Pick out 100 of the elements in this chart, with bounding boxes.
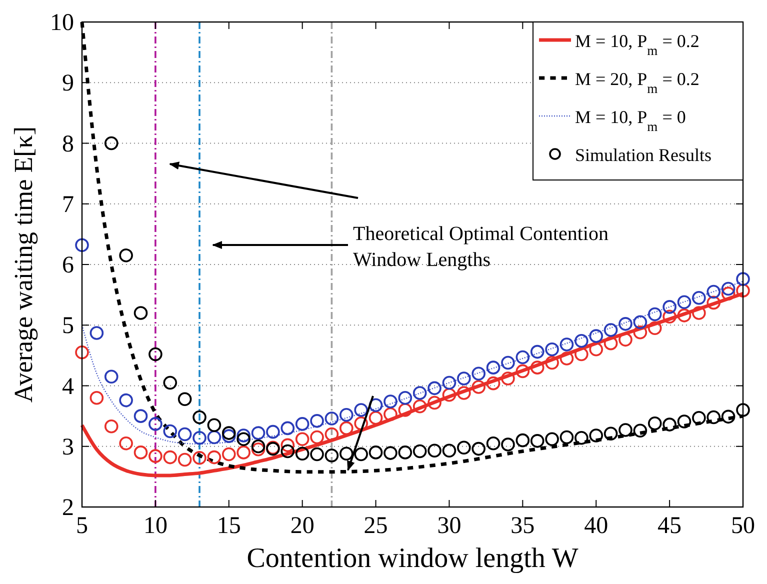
point <box>560 430 574 444</box>
point <box>457 386 471 400</box>
point <box>398 446 412 460</box>
point <box>368 446 383 460</box>
point <box>178 392 192 406</box>
y-tick-label: 9 <box>62 70 74 97</box>
point <box>604 323 618 337</box>
point <box>310 414 324 428</box>
y-tick-label: 5 <box>62 313 74 340</box>
point <box>251 439 266 454</box>
point <box>192 410 206 424</box>
y-tick-label: 2 <box>62 495 74 521</box>
point <box>178 452 192 467</box>
point <box>324 427 339 442</box>
point <box>530 344 544 359</box>
point <box>516 350 530 364</box>
point <box>90 326 104 340</box>
point <box>618 317 632 331</box>
point <box>236 446 250 460</box>
legend-label: M = 10, P$_{m}$ = 0 <box>575 107 686 134</box>
point <box>340 408 354 422</box>
point <box>442 444 456 458</box>
point <box>207 418 222 432</box>
point <box>501 356 515 370</box>
point <box>501 372 515 386</box>
x-tick-label: 35 <box>510 513 535 539</box>
x-tick-label: 10 <box>143 513 168 539</box>
point <box>412 386 427 400</box>
point <box>90 390 104 405</box>
point <box>134 446 148 460</box>
point <box>163 376 178 390</box>
point <box>104 419 118 434</box>
point <box>222 429 236 443</box>
point <box>368 410 383 425</box>
point <box>368 398 383 412</box>
point <box>178 427 192 442</box>
point <box>574 334 588 348</box>
point <box>516 433 530 448</box>
point <box>75 238 89 252</box>
point <box>148 347 162 362</box>
point <box>721 282 736 296</box>
point <box>119 436 133 450</box>
point <box>618 423 632 437</box>
point <box>104 370 118 384</box>
point <box>692 306 706 320</box>
point <box>530 434 544 448</box>
point <box>589 342 604 356</box>
point <box>442 376 456 390</box>
point <box>266 424 280 439</box>
point <box>280 421 295 436</box>
point <box>662 310 676 324</box>
point <box>75 346 89 360</box>
point <box>472 380 486 394</box>
point <box>354 416 368 430</box>
point <box>310 447 324 462</box>
point <box>340 421 354 436</box>
point <box>604 426 618 441</box>
y-tick-label: 7 <box>62 192 74 218</box>
y-tick-label: 3 <box>62 434 74 460</box>
point <box>324 448 339 462</box>
point <box>560 338 574 352</box>
y-tick-label: 4 <box>62 374 74 400</box>
point <box>163 424 178 438</box>
y-tick-label: 8 <box>62 131 74 158</box>
point <box>236 432 250 446</box>
point <box>104 136 118 150</box>
x-tick-label: 50 <box>731 513 755 539</box>
point <box>398 390 412 405</box>
point <box>428 444 442 458</box>
point <box>736 284 750 298</box>
point <box>633 326 648 340</box>
y-tick-label: 6 <box>62 252 74 278</box>
x-tick-label: 45 <box>658 513 682 539</box>
point <box>721 410 736 424</box>
point <box>384 407 398 422</box>
x-tick-label: 30 <box>437 513 462 539</box>
point <box>457 440 471 454</box>
point <box>589 428 604 442</box>
point <box>192 430 206 445</box>
point <box>560 352 574 366</box>
point <box>692 290 706 305</box>
point <box>251 442 266 456</box>
point <box>662 300 676 314</box>
point <box>618 332 632 347</box>
point <box>119 248 133 262</box>
point <box>648 307 662 322</box>
point <box>310 430 324 444</box>
point <box>324 412 339 426</box>
point <box>134 409 148 423</box>
point <box>589 329 604 343</box>
point <box>163 450 178 464</box>
point <box>486 436 500 450</box>
point <box>574 430 588 445</box>
point <box>398 403 412 417</box>
point <box>340 446 354 461</box>
point <box>295 446 310 461</box>
point <box>545 432 559 446</box>
x-tick-label: 15 <box>216 513 241 539</box>
x-axis-title: Contention window length W <box>246 543 579 574</box>
point <box>280 444 295 458</box>
